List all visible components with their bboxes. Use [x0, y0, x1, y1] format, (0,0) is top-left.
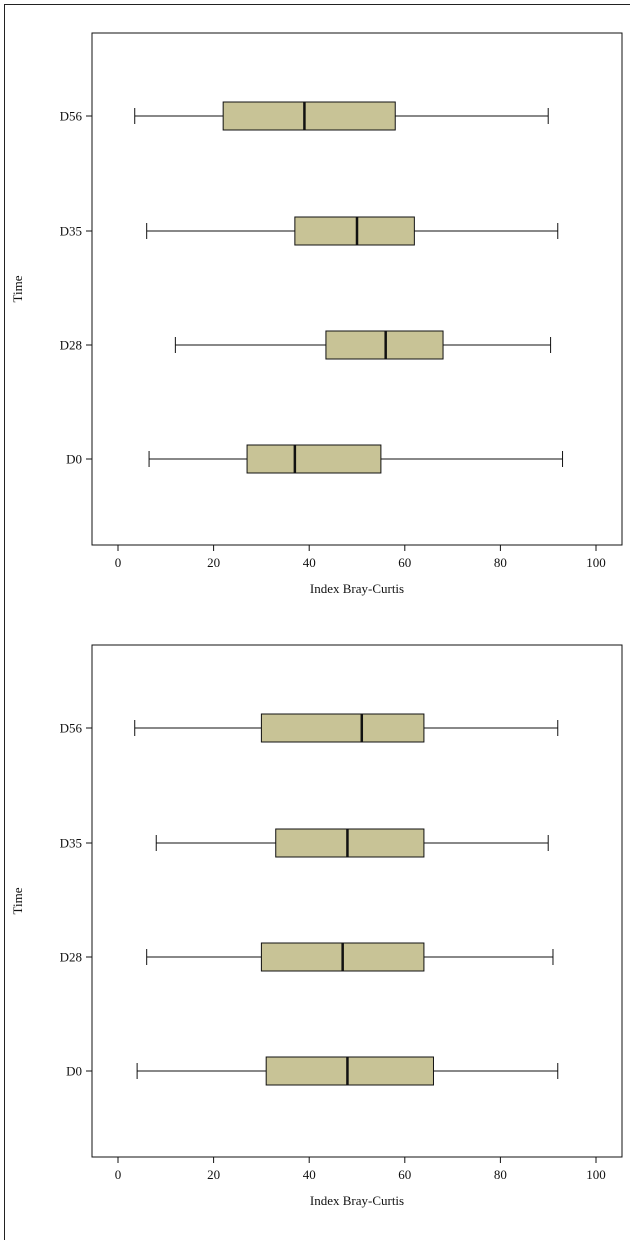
x-tick-label: 20 [207, 1167, 220, 1182]
boxplot-chart-bottom: 0 20 40 60 80 100 Index Bray-Curtis Time D0 D28 D3… [10, 644, 623, 1208]
x-tick-label: 0 [115, 555, 122, 570]
x-axis-label: Index Bray-Curtis [310, 581, 404, 596]
box-d0 [148, 444, 564, 474]
x-tick-label: 60 [398, 1167, 411, 1182]
y-tick-label: D35 [60, 836, 82, 851]
x-tick-label: 40 [303, 555, 316, 570]
x-tick-label: 40 [303, 1167, 316, 1182]
box-d35 [146, 216, 559, 246]
y-axis-label: Time [10, 887, 25, 914]
boxplot-chart-top: 0 20 40 60 80 100 Index Bray-Curtis Time D0 D28 D3… [10, 32, 623, 596]
x-axis-label: Index Bray-Curtis [310, 1193, 404, 1208]
x-tick-label: 60 [398, 555, 411, 570]
y-tick-label: D35 [60, 224, 82, 239]
plot-area [91, 32, 623, 546]
box-iqr [265, 1056, 434, 1086]
y-tick-label: D0 [66, 452, 82, 467]
box-iqr [294, 216, 415, 246]
box-iqr [260, 713, 425, 743]
box-iqr [275, 828, 425, 858]
x-tick-label: 100 [586, 1167, 606, 1182]
y-tick-label: D28 [60, 338, 82, 353]
x-tick-label: 80 [494, 555, 507, 570]
plot-area [91, 644, 623, 1158]
box-d35 [155, 828, 549, 858]
x-tick-label: 20 [207, 555, 220, 570]
y-tick-label: D56 [60, 109, 83, 124]
box-d28 [174, 330, 552, 360]
x-tick-label: 0 [115, 1167, 122, 1182]
box-d0 [136, 1056, 559, 1086]
y-tick-label: D56 [60, 721, 83, 736]
y-tick-label: D0 [66, 1064, 82, 1079]
y-tick-label: D28 [60, 950, 82, 965]
y-axis-label: Time [10, 275, 25, 302]
figure-frame [4, 4, 630, 1240]
box-d28 [146, 942, 554, 972]
box-d56 [134, 713, 559, 743]
box-iqr [222, 101, 396, 131]
box-iqr [246, 444, 382, 474]
box-d56 [134, 101, 549, 131]
x-tick-label: 100 [586, 555, 606, 570]
x-tick-label: 80 [494, 1167, 507, 1182]
